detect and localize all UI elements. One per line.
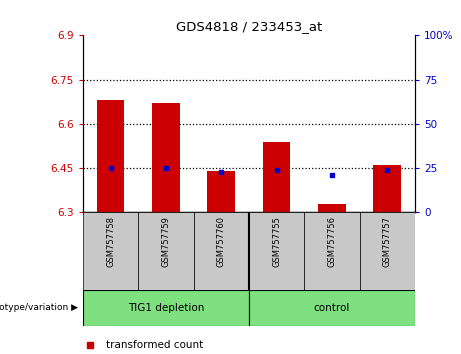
Text: GSM757755: GSM757755 bbox=[272, 216, 281, 267]
Bar bbox=[304, 212, 360, 290]
Text: GSM757757: GSM757757 bbox=[383, 216, 392, 267]
Bar bbox=[318, 204, 346, 212]
Text: TIG1 depletion: TIG1 depletion bbox=[128, 303, 204, 313]
Bar bbox=[249, 212, 304, 290]
Bar bbox=[138, 212, 194, 290]
Text: GSM757760: GSM757760 bbox=[217, 216, 226, 267]
Bar bbox=[194, 212, 249, 290]
Bar bbox=[152, 103, 180, 212]
Text: genotype/variation ▶: genotype/variation ▶ bbox=[0, 303, 78, 313]
Bar bbox=[263, 142, 290, 212]
Bar bbox=[83, 290, 249, 326]
Bar bbox=[249, 290, 415, 326]
Text: transformed count: transformed count bbox=[106, 340, 203, 350]
Text: GSM757758: GSM757758 bbox=[106, 216, 115, 267]
Title: GDS4818 / 233453_at: GDS4818 / 233453_at bbox=[176, 20, 322, 33]
Bar bbox=[97, 100, 124, 212]
Text: GSM757756: GSM757756 bbox=[327, 216, 337, 267]
Bar bbox=[360, 212, 415, 290]
Text: control: control bbox=[314, 303, 350, 313]
Bar bbox=[83, 212, 138, 290]
Bar bbox=[373, 165, 401, 212]
Bar bbox=[207, 171, 235, 212]
Text: GSM757759: GSM757759 bbox=[161, 216, 171, 267]
